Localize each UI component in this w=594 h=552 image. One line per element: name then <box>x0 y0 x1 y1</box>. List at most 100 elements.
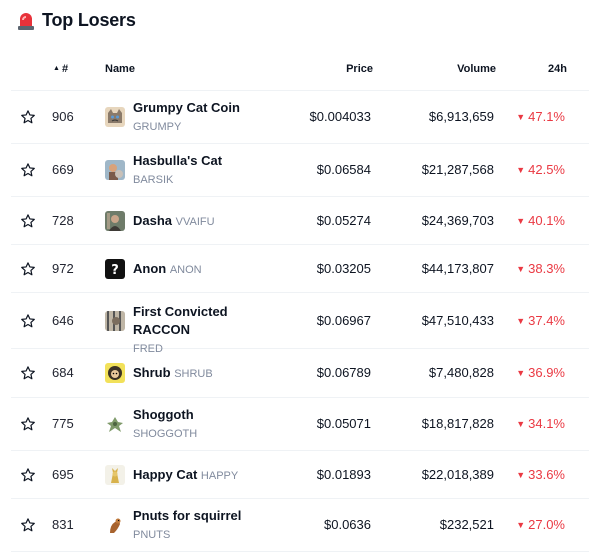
change-value: 36.9% <box>528 365 565 380</box>
coin-name-cell[interactable]: Shoggoth SHOGGOTH <box>133 406 273 443</box>
volume-cell: $22,018,389 <box>421 467 494 482</box>
rank-cell: 831 <box>52 517 74 532</box>
coin-name[interactable]: Dasha <box>133 213 173 228</box>
coin-name[interactable]: First Convicted RACCON <box>133 304 228 337</box>
change-24h-cell: ▼ 40.1% <box>516 213 565 228</box>
rank-cell: 775 <box>52 416 74 431</box>
star-icon[interactable] <box>20 162 36 178</box>
table-row[interactable]: 972? Anon ANON $0.03205 $44,173,807 ▼ 38.3% <box>11 245 589 293</box>
col-rank[interactable]: # <box>62 63 69 75</box>
coin-symbol: PNUTS <box>133 529 171 541</box>
volume-cell: $18,817,828 <box>421 416 494 431</box>
change-value: 27.0% <box>528 517 565 532</box>
rank-cell: 906 <box>52 109 74 124</box>
change-value: 37.4% <box>528 313 565 328</box>
table-row[interactable]: 669 Hasbulla's Cat BARSIK $0.06584 $21,287,5… <box>11 144 589 197</box>
volume-cell: $44,173,807 <box>421 261 494 276</box>
col-24h[interactable]: 24h <box>548 63 567 75</box>
price-cell: $0.06584 <box>316 162 371 177</box>
star-icon[interactable] <box>20 313 36 329</box>
grumpy-cat-logo <box>105 107 125 127</box>
price-cell: $0.01893 <box>316 467 371 482</box>
change-24h-cell: ▼ 42.5% <box>516 162 565 177</box>
coin-name[interactable]: Anon <box>133 261 167 276</box>
siren-icon <box>16 9 36 31</box>
change-24h-cell: ▼ 37.4% <box>516 313 565 328</box>
change-24h-cell: ▼ 33.6% <box>516 467 565 482</box>
price-cell: $0.05274 <box>316 213 371 228</box>
coin-symbol: VVAIFU <box>175 216 215 228</box>
caret-down-icon: ▼ <box>516 264 526 274</box>
coin-name-cell[interactable]: Hasbulla's Cat BARSIK <box>133 152 273 189</box>
coin-name[interactable]: Hasbulla's Cat <box>133 153 223 168</box>
coin-symbol: HAPPY <box>200 470 239 482</box>
volume-cell: $21,287,568 <box>421 162 494 177</box>
table-row[interactable]: 728 Dasha VVAIFU $0.05274 $24,369,703 ▼ 40.1% <box>11 197 589 245</box>
table-row[interactable]: 775 Shoggoth SHOGGOTH $0.05071 $18,817,828 ▼ 3… <box>11 398 589 451</box>
coin-symbol: FRED <box>133 343 163 355</box>
coin-name-cell[interactable]: Dasha VVAIFU <box>133 212 273 231</box>
volume-cell: $24,369,703 <box>421 213 494 228</box>
change-value: 42.5% <box>528 162 565 177</box>
change-value: 47.1% <box>528 109 565 124</box>
change-24h-cell: ▼ 47.1% <box>516 109 565 124</box>
coin-name-cell[interactable]: Happy Cat HAPPY <box>133 466 273 485</box>
star-icon[interactable] <box>20 517 36 533</box>
coin-name-cell[interactable]: Shrub SHRUB <box>133 364 273 383</box>
price-cell: $0.06789 <box>316 365 371 380</box>
page-title: Top Losers <box>42 9 136 30</box>
caret-down-icon: ▼ <box>516 216 526 226</box>
coin-name[interactable]: Shoggoth <box>133 407 194 422</box>
change-value: 33.6% <box>528 467 565 482</box>
caret-down-icon: ▼ <box>516 419 526 429</box>
star-icon[interactable] <box>20 109 36 125</box>
star-icon[interactable] <box>20 365 36 381</box>
coin-name[interactable]: Grumpy Cat Coin <box>133 100 240 115</box>
change-24h-cell: ▼ 38.3% <box>516 261 565 276</box>
coin-name-cell[interactable]: Anon ANON <box>133 260 273 279</box>
star-icon[interactable] <box>20 261 36 277</box>
star-icon[interactable] <box>20 467 36 483</box>
anon-logo: ? <box>105 259 125 279</box>
coin-name-cell[interactable]: Grumpy Cat Coin GRUMPY <box>133 99 273 136</box>
sort-up-icon[interactable]: ▲ <box>53 65 60 72</box>
coin-name-cell[interactable]: First Convicted RACCON FRED <box>133 303 238 358</box>
barsik-logo <box>105 160 125 180</box>
table-header: ▲ # Name Price Volume 24h <box>11 50 589 91</box>
col-price[interactable]: Price <box>346 63 373 75</box>
star-icon[interactable] <box>20 213 36 229</box>
table-row[interactable]: 646 First Convicted RACCON FRED $0.06967 $47… <box>11 293 589 355</box>
change-24h-cell: ▼ 36.9% <box>516 365 565 380</box>
table-body: 906 Grumpy Cat Coin GRUMPY $0.004033 $6,913,… <box>11 91 589 552</box>
change-value: 40.1% <box>528 213 565 228</box>
price-cell: $0.0636 <box>324 517 371 532</box>
coin-name[interactable]: Pnuts for squirrel <box>133 508 242 523</box>
coin-name[interactable]: Shrub <box>133 365 171 380</box>
volume-cell: $232,521 <box>439 517 494 532</box>
caret-down-icon: ▼ <box>516 368 526 378</box>
change-24h-cell: ▼ 34.1% <box>516 416 565 431</box>
col-volume[interactable]: Volume <box>457 63 496 75</box>
coin-symbol: BARSIK <box>133 174 174 186</box>
col-name[interactable]: Name <box>105 63 135 75</box>
coin-name[interactable]: Happy Cat <box>133 467 198 482</box>
coin-symbol: ANON <box>169 264 202 276</box>
volume-cell: $6,913,659 <box>428 109 494 124</box>
star-icon[interactable] <box>20 416 36 432</box>
table-row[interactable]: 695 Happy Cat HAPPY $0.01893 $22,018,389 ▼ 33… <box>11 451 589 499</box>
table-row[interactable]: 684 Shrub SHRUB $0.06789 $7,480,828 ▼ 36.9% <box>11 349 589 398</box>
change-24h-cell: ▼ 27.0% <box>516 517 565 532</box>
rank-cell: 972 <box>52 261 74 276</box>
table-row[interactable]: 831 Pnuts for squirrel PNUTS $0.0636 $232,52… <box>11 499 589 552</box>
caret-down-icon: ▼ <box>516 165 526 175</box>
coin-symbol: SHRUB <box>174 368 213 380</box>
coin-name-cell[interactable]: Pnuts for squirrel PNUTS <box>133 507 273 544</box>
price-cell: $0.06967 <box>316 313 371 328</box>
rank-cell: 669 <box>52 162 74 177</box>
caret-down-icon: ▼ <box>516 470 526 480</box>
pnuts-logo <box>105 515 125 535</box>
table-row[interactable]: 906 Grumpy Cat Coin GRUMPY $0.004033 $6,913,… <box>11 91 589 144</box>
volume-cell: $47,510,433 <box>421 313 494 328</box>
shrub-logo <box>105 363 125 383</box>
caret-down-icon: ▼ <box>516 316 526 326</box>
